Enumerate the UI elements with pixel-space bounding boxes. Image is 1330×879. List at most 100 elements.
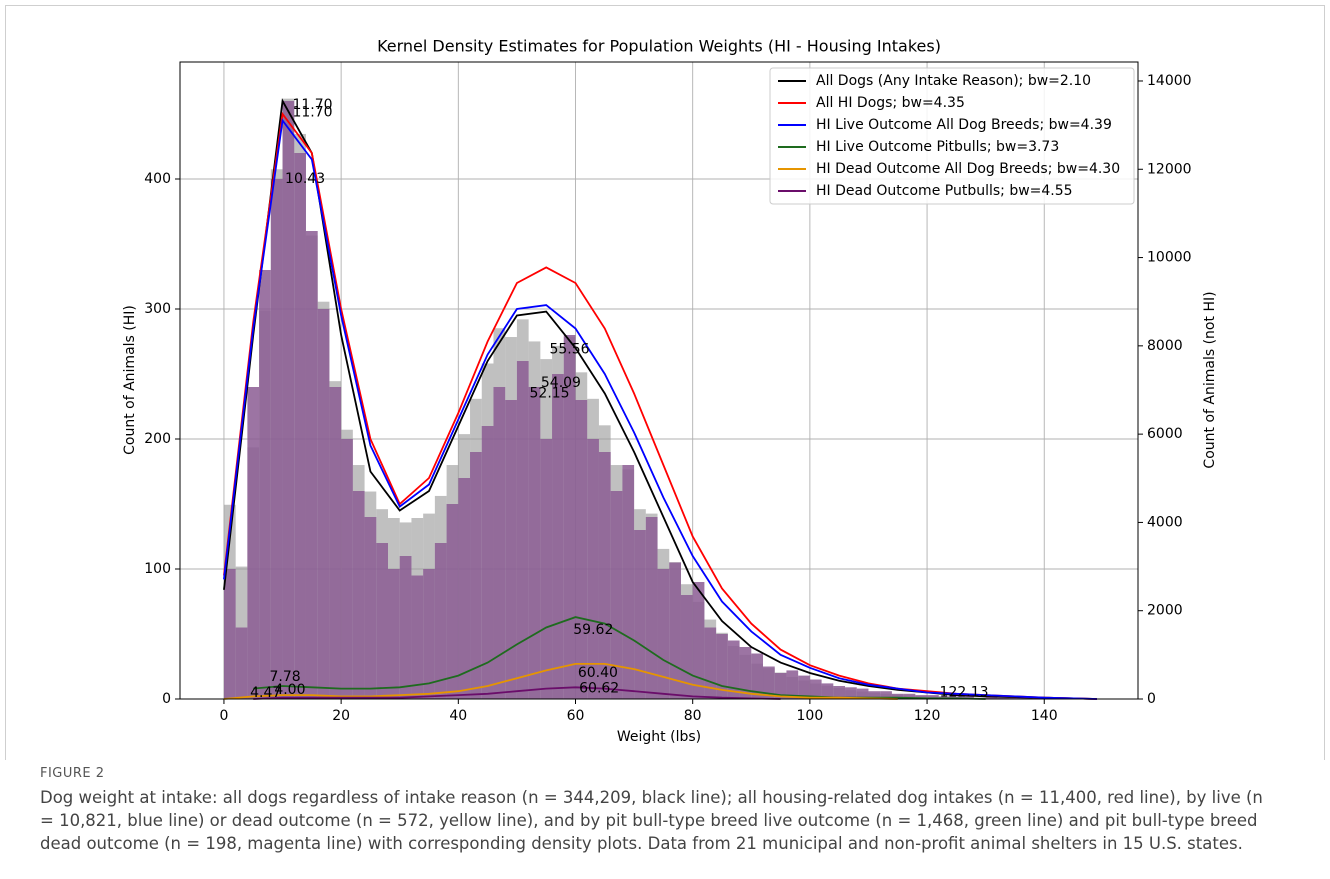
chart-title: Kernel Density Estimates for Population … bbox=[377, 37, 941, 56]
histogram-bar bbox=[259, 270, 271, 699]
histogram-bar bbox=[399, 556, 412, 699]
histogram-bar bbox=[388, 569, 400, 699]
y2-tick-label: 2000 bbox=[1147, 603, 1183, 619]
y2-tick-label: 4000 bbox=[1147, 514, 1183, 530]
histogram-bar bbox=[868, 691, 881, 699]
histogram-bar bbox=[563, 335, 576, 699]
histogram-bar bbox=[235, 627, 248, 699]
histogram-bar bbox=[692, 582, 705, 699]
histogram-bar bbox=[751, 653, 764, 699]
peak-annotation: 122.13 bbox=[940, 685, 989, 701]
x-tick-label: 120 bbox=[914, 708, 941, 724]
peak-annotation: 4.00 bbox=[274, 682, 305, 698]
y-tick-label: 300 bbox=[144, 301, 171, 317]
histogram-bar bbox=[247, 387, 260, 699]
histogram-bar bbox=[575, 400, 588, 699]
histogram-bar bbox=[903, 693, 916, 699]
histogram-bar bbox=[645, 517, 658, 699]
histogram-bar bbox=[727, 640, 740, 699]
legend-label: HI Live Outcome Pitbulls; bw=3.73 bbox=[816, 139, 1059, 155]
histogram-bar bbox=[763, 666, 775, 699]
histogram-bar bbox=[481, 426, 494, 699]
legend-label: HI Live Outcome All Dog Breeds; bw=4.39 bbox=[816, 117, 1112, 133]
x-tick-label: 140 bbox=[1031, 708, 1058, 724]
histogram-bar bbox=[915, 695, 928, 699]
histogram-bar bbox=[833, 686, 846, 699]
histogram-bar bbox=[505, 400, 517, 699]
histogram-bar bbox=[962, 696, 974, 699]
histogram-bar bbox=[622, 465, 635, 699]
histogram-bar bbox=[493, 387, 506, 699]
x-tick-label: 40 bbox=[449, 708, 467, 724]
histogram-bar bbox=[294, 153, 306, 699]
peak-annotation: 11.70 bbox=[292, 105, 332, 121]
histogram-bar bbox=[856, 688, 869, 699]
histogram-bar bbox=[376, 543, 389, 699]
peak-annotation: 52.15 bbox=[530, 386, 570, 402]
histogram-bar bbox=[680, 595, 693, 699]
histogram-bar bbox=[1009, 697, 1021, 699]
histogram-bar bbox=[997, 697, 1010, 699]
y2-tick-label: 8000 bbox=[1147, 338, 1183, 354]
histogram-bar bbox=[516, 361, 529, 699]
histogram-bar bbox=[341, 439, 353, 699]
kde-line bbox=[223, 98, 1098, 700]
histogram-bar bbox=[446, 504, 459, 699]
peak-annotation: 55.56 bbox=[549, 341, 589, 357]
histogram-bar bbox=[317, 309, 330, 699]
legend-box bbox=[769, 67, 1135, 205]
figure-label: FIGURE 2 bbox=[40, 766, 105, 781]
legend-label: HI Dead Outcome Putbulls; bw=4.55 bbox=[816, 183, 1073, 199]
y-axis-label: Count of Animals (HI) bbox=[122, 305, 138, 455]
histogram-bar bbox=[282, 101, 295, 699]
y2-axis-label: Count of Animals (not HI) bbox=[1202, 291, 1218, 468]
plot-frame bbox=[179, 61, 1139, 700]
y-tick-label: 100 bbox=[144, 561, 171, 577]
histogram-bar bbox=[352, 491, 365, 699]
legend-label: All HI Dogs; bw=4.35 bbox=[816, 95, 965, 111]
histogram-bar bbox=[809, 679, 822, 699]
histogram-bar bbox=[587, 439, 599, 699]
histogram-bar bbox=[423, 569, 435, 699]
peak-annotation: 54.09 bbox=[541, 375, 581, 391]
peak-annotation: 4.47 bbox=[250, 685, 281, 701]
peak-annotation: 10.43 bbox=[285, 171, 325, 187]
histogram-bar bbox=[798, 675, 810, 699]
frame bbox=[5, 5, 1325, 760]
histogram-bar bbox=[634, 530, 646, 699]
legend-label: HI Dead Outcome All Dog Breeds; bw=4.30 bbox=[816, 161, 1120, 177]
histogram-bar bbox=[716, 634, 728, 699]
figure-caption: Dog weight at intake: all dogs regardles… bbox=[40, 788, 1263, 853]
legend-label: All Dogs (Any Intake Reason); bw=2.10 bbox=[816, 73, 1091, 89]
y-tick-label: 400 bbox=[144, 171, 171, 187]
peak-annotation: 60.62 bbox=[579, 681, 619, 697]
y2-tick-label: 0 bbox=[1147, 691, 1156, 707]
chart: Kernel Density Estimates for Population … bbox=[5, 5, 1325, 760]
x-tick-label: 100 bbox=[797, 708, 824, 724]
histogram-bar bbox=[821, 683, 834, 699]
kde-line bbox=[223, 663, 898, 700]
histogram-bar bbox=[704, 627, 717, 699]
y2-tick-label: 14000 bbox=[1147, 73, 1192, 89]
y-tick-label: 200 bbox=[144, 431, 171, 447]
histogram-bar bbox=[669, 562, 681, 699]
kde-line bbox=[253, 686, 781, 700]
peak-annotation: 59.62 bbox=[573, 622, 613, 638]
histogram-bar bbox=[927, 695, 939, 699]
histogram-bar bbox=[891, 693, 904, 699]
histogram-bar bbox=[657, 569, 670, 699]
histogram-bar bbox=[329, 387, 342, 699]
x-tick-label: 80 bbox=[684, 708, 702, 724]
histogram-bar bbox=[552, 374, 564, 699]
x-tick-label: 20 bbox=[332, 708, 350, 724]
y-tick-label: 0 bbox=[162, 691, 171, 707]
histogram-bar bbox=[470, 452, 482, 699]
histogram-bar bbox=[540, 439, 553, 699]
histogram-bar bbox=[786, 670, 799, 699]
y2-tick-label: 6000 bbox=[1147, 426, 1183, 442]
histogram-bar bbox=[411, 575, 424, 699]
histogram-bar bbox=[434, 543, 447, 699]
peak-annotation: 60.40 bbox=[578, 665, 618, 681]
peak-annotation: 7.78 bbox=[270, 669, 301, 685]
